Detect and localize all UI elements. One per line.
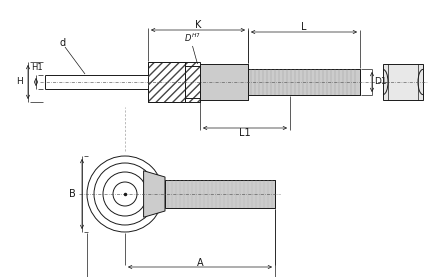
Text: K: K <box>195 20 201 30</box>
Bar <box>248 69 360 95</box>
Circle shape <box>113 182 137 206</box>
Text: D1: D1 <box>374 78 386 86</box>
Bar <box>148 62 185 102</box>
Text: A: A <box>197 258 203 268</box>
Polygon shape <box>143 171 165 217</box>
Text: L: L <box>301 22 307 32</box>
Text: B: B <box>69 189 76 199</box>
Bar <box>185 62 200 102</box>
Bar <box>148 62 185 102</box>
Text: d: d <box>60 38 66 48</box>
Circle shape <box>87 156 163 232</box>
Circle shape <box>103 172 147 216</box>
Text: H1: H1 <box>31 63 43 71</box>
Text: H: H <box>16 78 23 86</box>
Bar <box>200 64 248 100</box>
Text: L1: L1 <box>239 128 251 138</box>
Bar <box>185 62 200 102</box>
Bar <box>383 64 423 100</box>
Text: $D^{H7}$: $D^{H7}$ <box>184 32 201 44</box>
Bar <box>165 180 275 208</box>
Circle shape <box>94 163 156 225</box>
